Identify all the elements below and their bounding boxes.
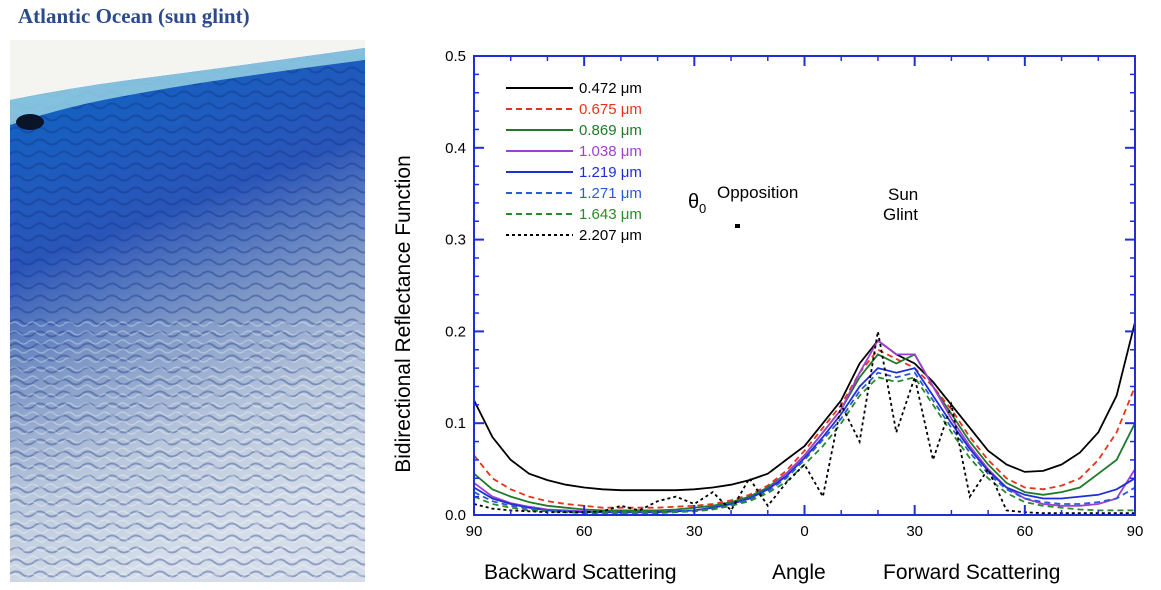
y-tick-label: 0.1 — [445, 415, 466, 432]
x-tick-label: 90 — [1127, 523, 1144, 540]
legend-label: 1.038 μm — [579, 143, 642, 160]
legend-label: 0.869 μm — [579, 122, 642, 139]
theta0-marker — [735, 224, 740, 228]
plot-area — [473, 321, 1136, 515]
y-tick-label: 0.2 — [445, 323, 466, 340]
ship-shape — [16, 114, 44, 130]
legend-label: 1.643 μm — [579, 206, 642, 223]
series-line-6 — [473, 371, 1136, 514]
y-tick-label: 0.0 — [445, 507, 466, 524]
legend-label: 0.472 μm — [579, 80, 642, 97]
series-line-2 — [473, 348, 1136, 509]
series-line-3 — [473, 353, 1136, 512]
theta-symbol: θ — [688, 191, 699, 213]
x-tick-label: 30 — [906, 523, 923, 540]
y-axis-label: Bidirectional Reflectance Function — [392, 155, 415, 473]
y-tick-label: 0.4 — [445, 140, 466, 157]
x-axis-label-forward: Forward Scattering — [883, 561, 1060, 584]
x-tick-label: 30 — [686, 523, 703, 540]
y-tick-label: 0.5 — [445, 48, 466, 65]
x-axis-label-angle: Angle — [772, 561, 826, 584]
annotations: θ 0 Opposition Sun Glint — [688, 183, 918, 228]
brdf-chart: 90 60 30 0 30 60 900.00.10.20.30.40.5 0.472 μm… — [392, 48, 1143, 584]
sun-glint-label-line2: Glint — [883, 205, 918, 224]
legend-label: 0.675 μm — [579, 101, 642, 118]
x-tick-label: 0 — [800, 523, 808, 540]
x-tick-label: 90 — [466, 523, 483, 540]
y-tick-label: 0.3 — [445, 232, 466, 249]
series-line-5 — [473, 367, 1136, 514]
ocean-photo — [10, 40, 365, 582]
x-tick-label: 60 — [576, 523, 593, 540]
legend-label: 1.219 μm — [579, 164, 642, 181]
legend-label: 2.207 μm — [579, 227, 642, 244]
x-tick-label: 60 — [1016, 523, 1033, 540]
opposition-label: Opposition — [717, 183, 798, 202]
sun-glint-label-line1: Sun — [888, 185, 918, 204]
x-axis-label-backward: Backward Scattering — [484, 561, 677, 584]
series-line-1 — [473, 321, 1136, 492]
theta-subscript: 0 — [699, 201, 706, 216]
axes: 90 60 30 0 30 60 900.00.10.20.30.40.5 — [445, 48, 1143, 540]
legend-label: 1.271 μm — [579, 185, 642, 202]
legend: 0.472 μm 0.675 μm 0.869 μm 1.038 μm 1.219 μm… — [506, 80, 642, 244]
photo-title: Atlantic Ocean (sun glint) — [18, 4, 250, 28]
